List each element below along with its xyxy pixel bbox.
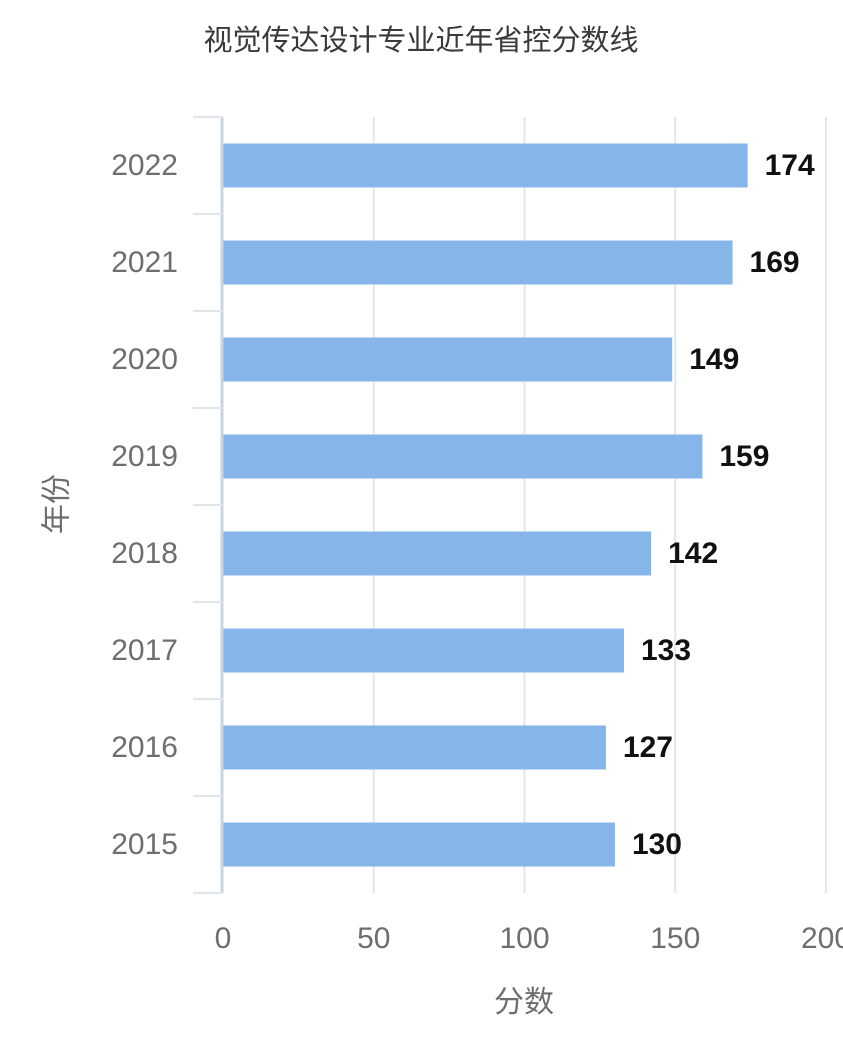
bar-2017 [223,628,624,673]
y-axis-title: 年份 [40,474,75,534]
data-label: 142 [668,537,718,570]
data-label: 169 [750,246,800,279]
bar-2019 [223,434,703,479]
bar-2016 [223,725,606,770]
y-tick-label: 2018 [111,537,178,570]
grid-lines [372,117,827,893]
y-tick-label: 2019 [111,440,178,473]
data-label: 149 [689,343,739,376]
x-axis-title: 分数 [494,985,554,1020]
bar-2015 [223,822,615,867]
y-tick-label: 2021 [111,246,178,279]
y-tick-label: 2016 [111,731,178,764]
y-tick-label: 2020 [111,343,178,376]
data-label: 133 [641,634,691,667]
y-tick-label: 2022 [111,149,178,182]
x-tick-label: 0 [215,922,232,955]
data-label: 130 [632,828,682,861]
x-tick-label: 150 [650,922,700,955]
bar-2021 [223,240,733,285]
y-tick-labels: 2022 2021 2020 2019 2018 2017 2016 2015 [111,149,178,861]
x-tick-label: 200 [801,922,843,955]
bars [223,143,748,867]
data-label: 159 [719,440,769,473]
data-label: 174 [765,149,815,182]
bar-2022 [223,143,748,188]
x-tick-label: 100 [499,922,549,955]
bar-2020 [223,337,673,382]
bar-2018 [223,531,652,576]
data-label: 127 [623,731,673,764]
y-tick-label: 2015 [111,828,178,861]
y-tick-label: 2017 [111,634,178,667]
chart-title: 视觉传达设计专业近年省控分数线 [203,23,638,57]
data-labels: 174 169 149 159 142 133 127 130 [623,149,815,861]
x-tick-labels: 0 50 100 150 200 [215,922,843,955]
y-axis [193,116,224,894]
x-tick-label: 50 [357,922,390,955]
